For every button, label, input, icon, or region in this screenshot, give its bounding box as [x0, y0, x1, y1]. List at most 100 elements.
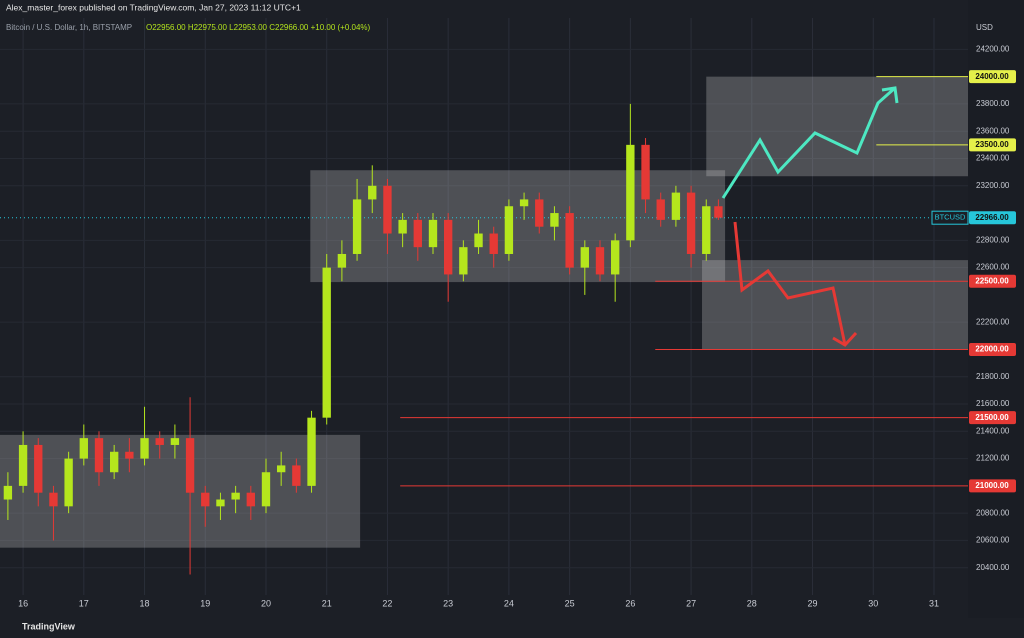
candle-body	[428, 219, 438, 248]
candle-body	[443, 219, 453, 275]
level-tag	[969, 342, 1016, 356]
y-tick-label: 22200.00	[976, 317, 1010, 326]
candles	[3, 103, 723, 575]
candle-body	[337, 253, 347, 268]
x-tick-label: 18	[140, 598, 150, 608]
candle-body	[656, 199, 665, 220]
x-tick-label: 26	[625, 598, 635, 608]
candle-body	[398, 219, 407, 234]
down-arrow	[733, 221, 847, 346]
y-tick-label: 23600.00	[976, 126, 1010, 135]
current-name-tag	[931, 210, 969, 225]
candle-body	[535, 199, 544, 227]
candle-body	[626, 144, 635, 241]
y-tick-label: 23200.00	[976, 181, 1010, 190]
symbol: Bitcoin / U.S. Dollar, 1h, BITSTAMP	[6, 23, 132, 32]
zones	[0, 76, 968, 548]
x-tick-label: 29	[808, 598, 818, 608]
x-tick-label: 30	[868, 598, 878, 608]
candle-body	[3, 485, 13, 500]
candle-body	[580, 247, 589, 268]
current-price-tag	[969, 211, 1016, 225]
axis: 16 17 18 19 20 21 22 23 24 25 26 27 28 29 30 31 24200.00…	[18, 44, 1016, 608]
candle-body	[64, 458, 73, 507]
footer-logo: TradingView	[22, 621, 76, 631]
candle-body	[383, 185, 392, 234]
candle-body	[368, 185, 377, 200]
candle-body	[261, 472, 271, 507]
candle-body	[109, 451, 119, 473]
level-tag-label: 21500.00	[975, 413, 1009, 422]
candle-body	[94, 438, 104, 473]
candle-body	[610, 240, 620, 275]
y-tick-label: 24200.00	[976, 44, 1010, 53]
candle-body	[474, 233, 483, 248]
candle-body	[18, 444, 28, 486]
zone	[310, 170, 726, 283]
zone	[706, 76, 968, 177]
x-tick-label: 22	[382, 598, 392, 608]
down-arrow-head	[832, 331, 858, 347]
zone	[0, 434, 361, 548]
candle-body	[185, 438, 195, 493]
candle-body	[201, 492, 210, 507]
current-name: BTCUSD	[935, 213, 966, 222]
level-tag	[969, 70, 1016, 84]
candle-body	[459, 247, 468, 275]
x-tick-label: 27	[686, 598, 696, 608]
candle-body	[79, 438, 88, 459]
candle-body	[550, 213, 559, 227]
price-axis-band	[968, 0, 1024, 618]
y-tick-label: 21600.00	[976, 399, 1010, 408]
candle-body	[125, 451, 134, 459]
level-tag-label: 22000.00	[975, 345, 1009, 354]
candle-body	[292, 465, 301, 486]
x-tick-label: 28	[747, 598, 757, 608]
level-tag	[969, 479, 1016, 493]
y-tick-label: 21200.00	[976, 454, 1010, 463]
up-arrow-head	[881, 86, 899, 104]
level-tag-label: 24000.00	[975, 72, 1009, 81]
candle-body	[352, 199, 362, 254]
candle-body	[231, 492, 240, 500]
candle-body	[702, 206, 711, 254]
candle-body	[155, 438, 164, 445]
candle-body	[714, 206, 723, 218]
current-price-label: 22966.00	[975, 213, 1009, 222]
x-tick-label: 23	[443, 598, 453, 608]
candle-body	[49, 492, 58, 507]
candle-body	[413, 219, 422, 248]
y-tick-label: 23400.00	[976, 154, 1010, 163]
candle-body	[307, 417, 316, 486]
candle-body	[216, 499, 225, 507]
header: Alex_master_forex published on TradingVi…	[6, 2, 301, 12]
candle-body	[489, 233, 498, 254]
y-tick-label: 20600.00	[976, 536, 1010, 545]
candle-body	[276, 465, 286, 473]
level-tag	[969, 411, 1016, 425]
y-tick-label: 20800.00	[976, 508, 1010, 517]
candle-body	[686, 192, 696, 254]
candle-body	[140, 438, 149, 459]
y-tick-label: 20400.00	[976, 563, 1010, 572]
level-tag	[969, 274, 1016, 288]
level-tag-label: 21000.00	[975, 481, 1009, 490]
y-tick-label: 22800.00	[976, 235, 1010, 244]
level-tag-label: 23500.00	[975, 140, 1009, 149]
x-tick-label: 25	[565, 598, 575, 608]
x-tick-label: 17	[79, 598, 89, 608]
candle-body	[322, 267, 331, 418]
candle-body	[595, 247, 605, 275]
candle-body	[170, 438, 180, 445]
candle-body	[246, 492, 255, 507]
x-tick-label: 19	[200, 598, 210, 608]
candle-body	[504, 206, 514, 254]
level-tag-label: 22500.00	[975, 276, 1009, 285]
currency: USD	[976, 23, 993, 32]
level-tag	[969, 138, 1016, 152]
candle-body	[519, 199, 529, 207]
x-tick-label: 24	[504, 598, 514, 608]
candle-body	[641, 144, 650, 200]
